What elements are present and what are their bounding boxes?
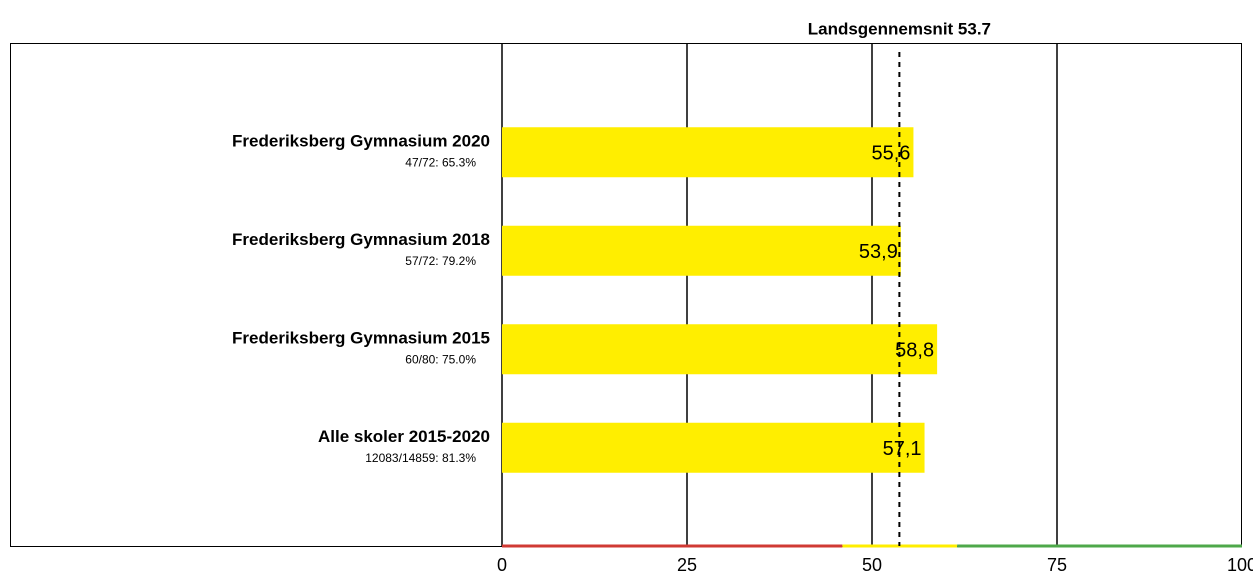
category-label: Frederiksberg Gymnasium 2020 bbox=[232, 132, 490, 151]
value-label: 55,6 bbox=[872, 143, 911, 165]
bar bbox=[502, 324, 938, 375]
bar bbox=[502, 127, 914, 178]
category-sublabel: 47/72: 65.3% bbox=[405, 155, 476, 169]
x-tick-label: 50 bbox=[862, 555, 882, 575]
category-label: Frederiksberg Gymnasium 2018 bbox=[232, 230, 490, 249]
bar bbox=[502, 225, 901, 276]
x-tick-label: 100 bbox=[1227, 555, 1253, 575]
value-label: 58,8 bbox=[895, 340, 934, 362]
category-sublabel: 12083/14859: 81.3% bbox=[365, 451, 476, 465]
value-label: 53,9 bbox=[859, 241, 898, 263]
category-sublabel: 57/72: 79.2% bbox=[405, 254, 476, 268]
reference-label: Landsgennemsnit 53.7 bbox=[808, 19, 991, 38]
category-label: Frederiksberg Gymnasium 2015 bbox=[232, 329, 490, 348]
x-tick-label: 75 bbox=[1047, 555, 1067, 575]
x-tick-label: 0 bbox=[497, 555, 507, 575]
x-tick-label: 25 bbox=[677, 555, 697, 575]
category-label: Alle skoler 2015-2020 bbox=[318, 427, 490, 446]
value-label: 57,1 bbox=[883, 438, 922, 460]
bar bbox=[502, 422, 925, 473]
category-sublabel: 60/80: 75.0% bbox=[405, 352, 476, 366]
